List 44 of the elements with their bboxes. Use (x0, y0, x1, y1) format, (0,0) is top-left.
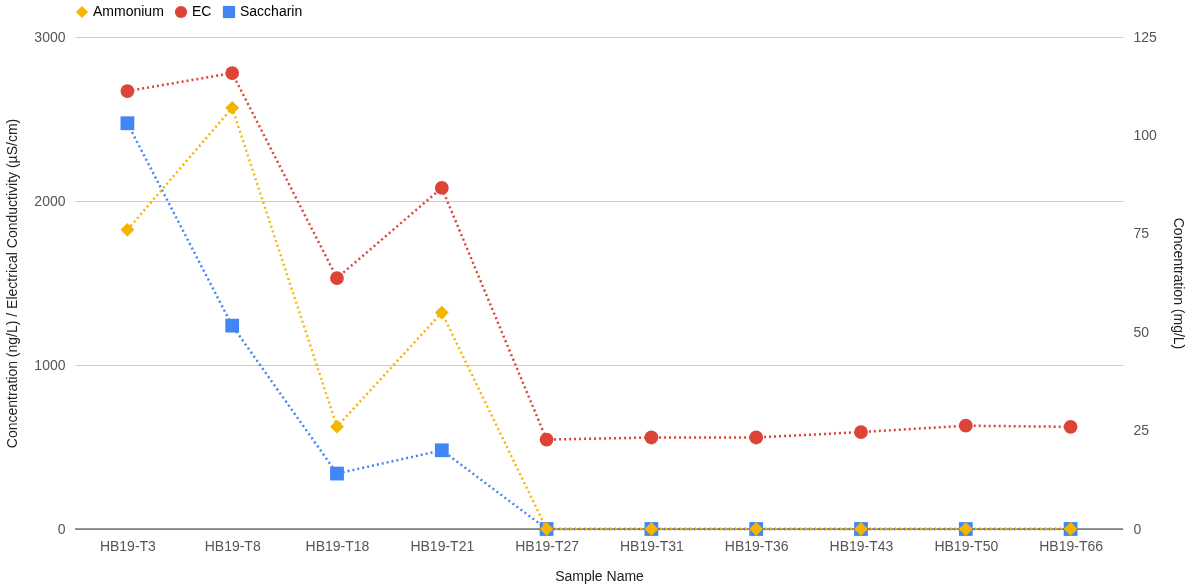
x-tick-label: HB19-T50 (934, 537, 999, 554)
point (434, 181, 449, 195)
y2-tick-label: 75 (1133, 225, 1150, 242)
legend-label: Saccharin (240, 3, 303, 19)
x-tick-label: HB19-T8 (204, 537, 261, 554)
point (330, 271, 344, 285)
x-tick-label: HB19-T36 (724, 537, 789, 554)
point (1063, 419, 1078, 434)
y2-tick-label: 125 (1133, 28, 1158, 45)
point (120, 222, 135, 237)
point (434, 443, 449, 458)
point (330, 419, 344, 434)
point (644, 430, 659, 445)
x-tick-label: HB19-T31 (619, 537, 685, 554)
point (539, 432, 554, 447)
y2-tick-label: 25 (1133, 422, 1150, 439)
y2-axis-title: Concentration (mg/L) (1170, 217, 1187, 350)
point (854, 425, 868, 439)
point (434, 305, 449, 320)
y-tick-label: 1000 (34, 356, 66, 373)
y-tick-label: 3000 (34, 28, 66, 45)
x-axis-title: Sample Name (555, 567, 645, 584)
point (330, 466, 344, 481)
y2-tick-label: 50 (1133, 323, 1150, 340)
point (120, 84, 135, 98)
y-tick-label: 2000 (34, 192, 66, 209)
x-tick-label: HB19-T66 (1039, 537, 1104, 554)
point (958, 418, 973, 433)
x-tick-label: HB19-T27 (515, 537, 580, 554)
point (225, 66, 240, 80)
x-tick-label: HB19-T43 (829, 537, 894, 554)
point (749, 430, 764, 445)
x-tick-label: HB19-T21 (410, 537, 475, 554)
x-tick-label: HB19-T3 (99, 537, 157, 554)
x-tick-label: HB19-T18 (305, 537, 370, 554)
y2-tick-label: 0 (1133, 520, 1142, 537)
point (225, 100, 240, 115)
y2-tick-label: 100 (1133, 126, 1158, 143)
legend-label: Ammonium (93, 3, 164, 19)
y-axis-title: Concentration (ng/L) / Electrical Conductivity (µS/cm) (4, 118, 21, 449)
legend-label: EC (192, 3, 212, 19)
point (120, 116, 135, 131)
y-tick-label: 0 (57, 520, 66, 537)
point (225, 318, 240, 333)
